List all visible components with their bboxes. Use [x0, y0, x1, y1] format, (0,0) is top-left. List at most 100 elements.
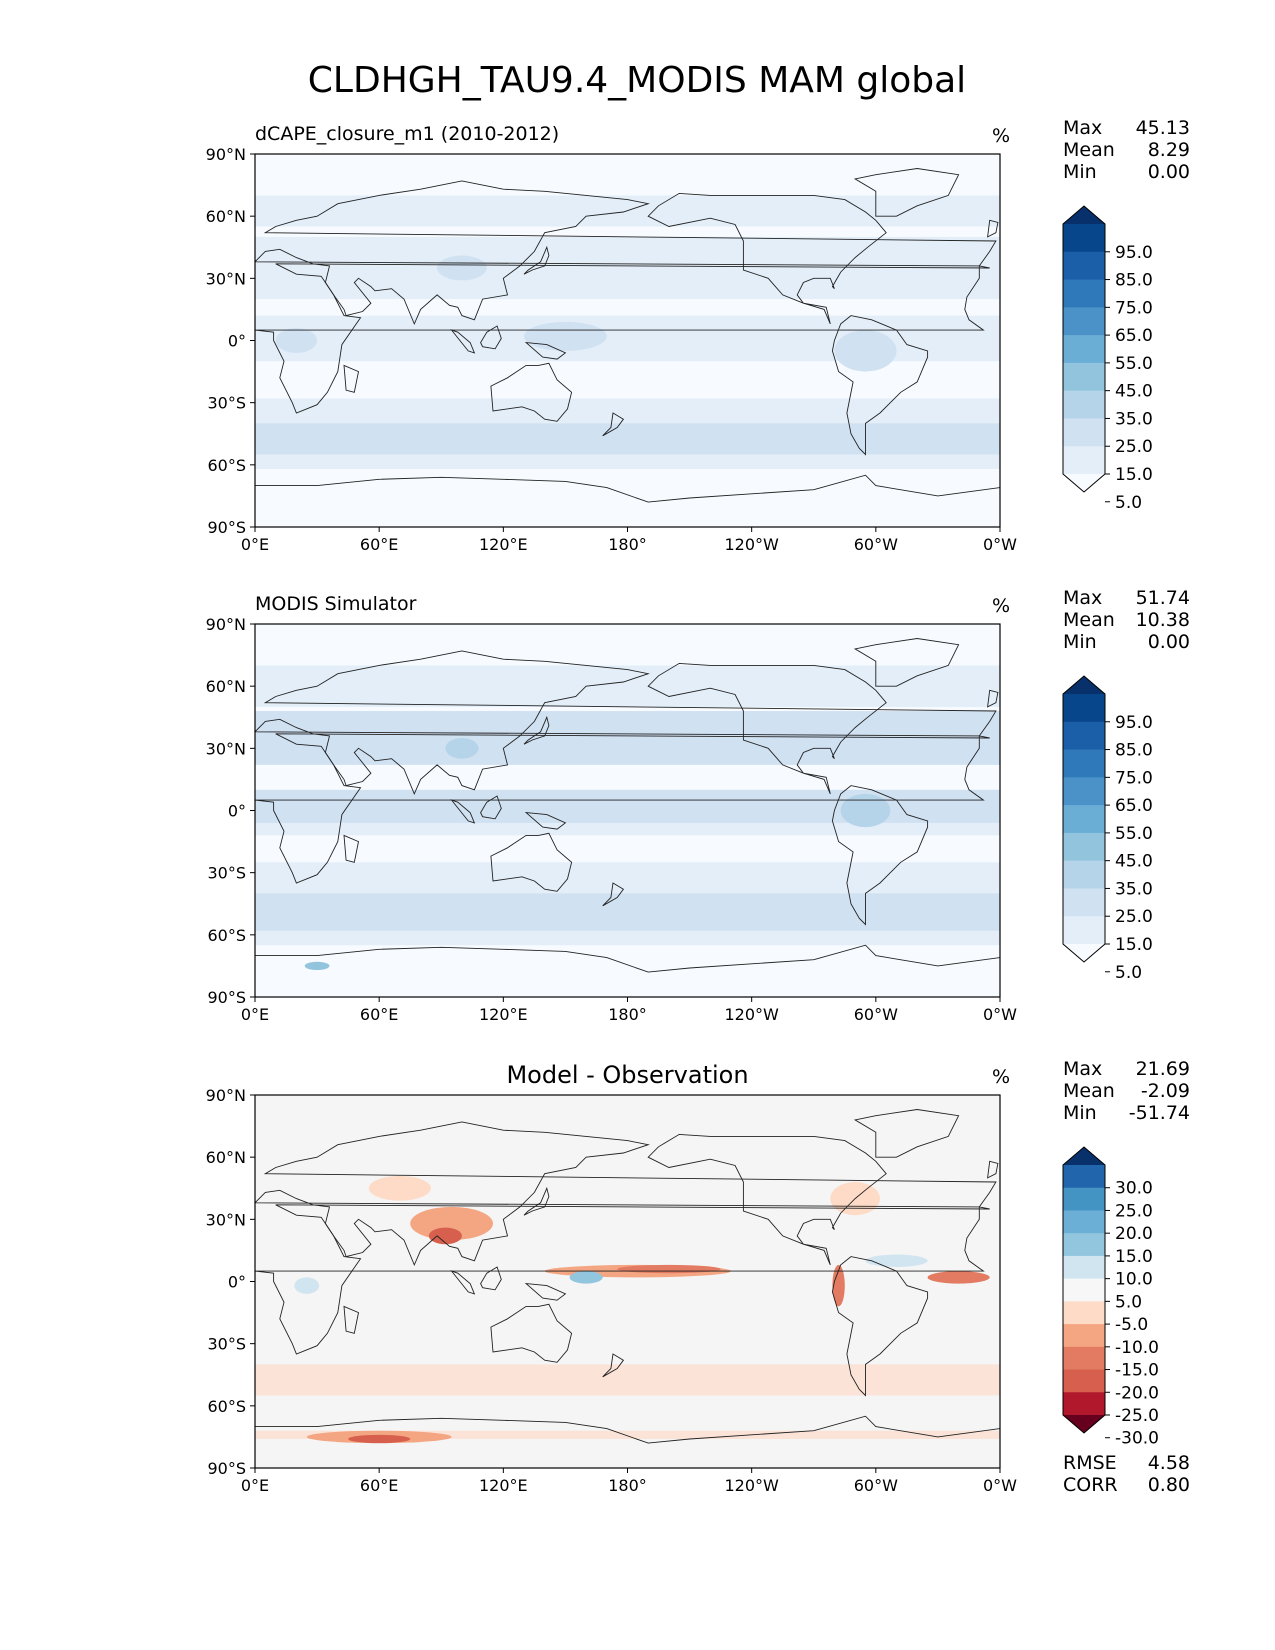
coastline [647, 192, 887, 325]
lon-tick-label: 60°E [360, 1005, 398, 1024]
contour-blob [348, 1434, 411, 1444]
contour-blob [410, 1206, 493, 1241]
colorbar-segment [1063, 279, 1105, 308]
colorbar-label: 25.0 [1115, 907, 1153, 927]
stat-label-mean: Mean [1063, 1080, 1115, 1102]
coastline [450, 799, 476, 824]
coastline [831, 315, 929, 456]
colorbar-segment [1063, 446, 1105, 475]
colorbar-label: 10.0 [1115, 1270, 1153, 1290]
coastline [490, 1303, 573, 1363]
colorbar-segment [1063, 805, 1105, 834]
lon-tick-label: 120°W [724, 1476, 779, 1495]
colorbar-segment [1063, 1210, 1105, 1234]
contour-blob [840, 793, 891, 828]
colorbar-label: 55.0 [1115, 824, 1153, 844]
colorbar-segment [1063, 832, 1105, 862]
colorbar-segment [1063, 1278, 1105, 1302]
colorbar-segment [1063, 749, 1105, 778]
colorbar-segment [1063, 888, 1105, 917]
coastline [480, 1266, 502, 1291]
lon-tick-label: 0°W [983, 535, 1017, 554]
colorbar-segment [1063, 1392, 1105, 1416]
lon-tick-label: 120°W [724, 535, 779, 554]
map-area [255, 154, 1000, 527]
lat-tick-label: 30°S [207, 1335, 246, 1354]
stat-label-max: Max [1063, 1058, 1102, 1080]
lat-tick-label: 60°S [207, 456, 246, 475]
stat-value-min: 0.00 [1148, 631, 1190, 653]
coastline [255, 733, 990, 884]
colorbar-segment [1063, 224, 1105, 253]
colorbar: 95.0 85.0 75.0 65.0 55.0 45.0 35.0 25.0 15.0 5.0 [1062, 205, 1153, 513]
coastline [255, 180, 997, 326]
colorbar-segment [1063, 1369, 1105, 1393]
colorbar-label: 95.0 [1115, 713, 1153, 733]
coastline [523, 1186, 550, 1216]
colorbar-segment [1063, 1233, 1105, 1257]
lon-tick-label: 0°W [983, 1005, 1017, 1024]
contour-band [255, 711, 1000, 765]
contour-band [255, 822, 1000, 836]
contour-blob [275, 328, 318, 353]
contour-band [255, 236, 1000, 300]
coastline [343, 1305, 360, 1334]
colorbar-segment [1063, 1301, 1105, 1325]
contour-blob [524, 321, 607, 351]
lon-tick-label: 120°E [479, 535, 528, 554]
colorbar-segment [1063, 335, 1105, 364]
stat-label-min: Min [1063, 1102, 1097, 1124]
colorbar-label: 75.0 [1115, 768, 1153, 788]
stat-label-max: Max [1063, 117, 1102, 139]
lon-tick-label: 120°W [724, 1005, 779, 1024]
colorbar-extend-min [1063, 474, 1105, 492]
colorbar-label: 5.0 [1115, 493, 1142, 513]
stat-label-min: Min [1063, 161, 1097, 183]
colorbar-segment [1063, 1346, 1105, 1371]
colorbar-label: 5.0 [1115, 1292, 1142, 1312]
lat-tick-label: 30°S [207, 394, 246, 413]
colorbar-segment [1063, 1324, 1105, 1348]
lat-tick-label: 90°S [207, 1459, 246, 1478]
contour-blob [294, 1277, 320, 1294]
lon-tick-label: 60°E [360, 1476, 398, 1495]
lon-tick-label: 180° [608, 535, 647, 554]
coastline [343, 834, 360, 863]
panels-container: 0°E 60°E 120°E 180° 120°W 60°W 0°W 90°N 60°N 30°N… [206, 117, 1190, 1496]
stat-label-min: Min [1063, 631, 1097, 653]
colorbar-segment [1063, 1255, 1105, 1280]
coastline [480, 325, 502, 350]
units-label: % [992, 1066, 1010, 1088]
lon-tick-label: 0°E [241, 1005, 269, 1024]
panel-title-center: Model - Observation [506, 1061, 748, 1089]
colorbar-label: 20.0 [1115, 1224, 1153, 1244]
coastline [987, 1160, 999, 1179]
colorbar-extend-max [1063, 676, 1105, 694]
coastline [853, 638, 960, 687]
colorbar-label: 5.0 [1115, 963, 1142, 983]
stat-value-rmse: 4.58 [1148, 1452, 1190, 1474]
colorbar-label: 85.0 [1115, 741, 1153, 761]
lat-tick-label: 60°N [206, 207, 246, 226]
colorbar-label: 45.0 [1115, 382, 1153, 402]
lat-tick-label: 30°N [206, 739, 246, 758]
lon-tick-label: 120°E [479, 1476, 528, 1495]
contour-band [255, 1430, 1000, 1439]
lat-tick-label: 60°S [207, 926, 246, 945]
colorbar-label: 35.0 [1115, 879, 1153, 899]
coastline [853, 168, 960, 217]
colorbar-label: -25.0 [1115, 1406, 1159, 1426]
lat-tick-label: 90°S [207, 988, 246, 1007]
coastline [480, 795, 502, 820]
coastline [343, 364, 360, 393]
colorbar-label: -20.0 [1115, 1383, 1159, 1403]
lat-tick-label: 90°N [206, 615, 246, 634]
stat-label-mean: Mean [1063, 139, 1115, 161]
colorbar-segment [1063, 860, 1105, 889]
contour-blob [617, 1264, 721, 1274]
panel-2: 0°E 60°E 120°E 180° 120°W 60°W 0°W 90°N 60°N 30°N… [206, 587, 1190, 1024]
coastline [523, 715, 550, 745]
lon-tick-label: 60°W [854, 1005, 898, 1024]
map-area [255, 624, 1000, 997]
